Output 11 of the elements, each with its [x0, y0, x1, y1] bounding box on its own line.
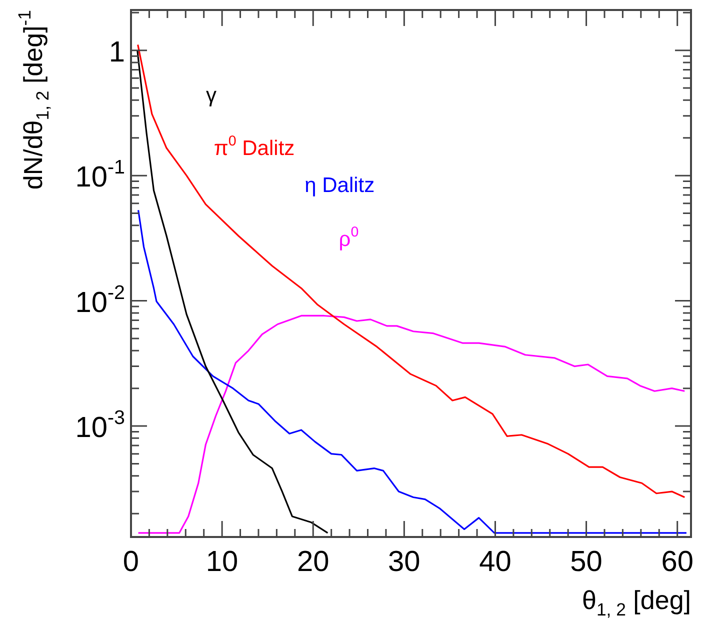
text: η Dalitz: [304, 174, 375, 197]
x-tick-label: 0: [122, 546, 140, 578]
x-tick-label: 10: [206, 546, 238, 578]
text: γ: [206, 84, 218, 108]
y-tick-label: 1: [108, 36, 126, 68]
x-tick-label: 50: [570, 546, 602, 578]
x-tick-label: 60: [661, 546, 694, 578]
x-tick-label: 20: [296, 546, 330, 578]
y-axis-title: dN/dθ1, 2 [deg]-1: [14, 10, 52, 190]
x-tick-label: 30: [388, 546, 420, 578]
x-tick-label: 40: [479, 546, 512, 578]
